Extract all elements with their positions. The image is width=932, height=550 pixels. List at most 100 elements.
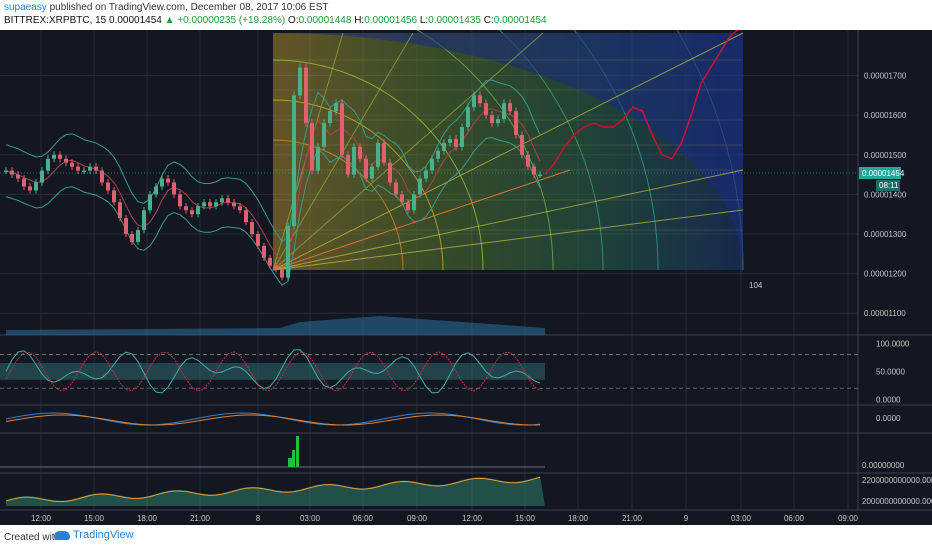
macd-signal [5,414,541,426]
chart-header: supaeasy published on TradingView.com, D… [0,0,932,30]
time-scale-bg [0,511,932,525]
candle-2 [16,174,20,179]
candle-42 [256,233,260,246]
candle-24 [148,194,152,211]
ohlc-line: BITTREX:XRPBTC, 15 0.00001454 ▲ +0.00000… [4,15,547,26]
candle-73 [442,142,446,151]
candle-1 [10,170,14,175]
candle-60 [364,158,368,179]
fib-gann-drawing[interactable]: 104 [272,30,763,290]
candle-85 [514,111,518,135]
candle-53 [322,123,326,147]
candle-57 [346,154,350,175]
countdown-label: 08:11 [879,181,899,190]
osc-tick-0: 100.0000 [876,339,910,348]
price-scale[interactable]: 0.00001700 0.00001600 0.00001500 0.00001400… [859,72,932,506]
candle-63 [382,142,386,163]
candle-89 [538,174,542,177]
candle-46 [280,269,284,278]
candle-8 [52,154,56,159]
candle-0 [4,170,8,173]
price-panel[interactable] [0,30,858,335]
candle-65 [394,182,398,195]
candle-80 [484,103,488,116]
candle-10 [64,158,68,163]
candle-67 [406,202,410,211]
time-tick-5: 03:00 [300,514,321,523]
candle-18 [112,190,116,203]
time-tick-4: 8 [256,514,261,523]
osc-line [5,349,541,394]
candle-38 [232,202,236,207]
low-label: L: [419,15,429,26]
candle-31 [190,210,194,215]
close-label: C: [483,15,494,26]
time-tick-9: 15:00 [515,514,536,523]
candle-61 [370,166,374,179]
fib-arc-3 [416,30,554,271]
time-tick-8: 12:00 [462,514,483,523]
candle-23 [142,210,146,231]
candle-43 [262,245,266,258]
fib-arc-5 [573,30,659,271]
price-tick-4: 0.00001300 [864,230,907,239]
bollinger-upper [5,79,541,243]
symbol-label: BITTREX:XRPBTC, 15 [4,15,107,26]
osc-tick-1: 50.0000 [876,367,905,376]
candle-36 [220,198,224,203]
time-tick-14: 06:00 [784,514,805,523]
time-tick-11: 21:00 [622,514,643,523]
tradingview-logo[interactable]: TradingView [54,529,134,541]
time-tick-0: 12:00 [31,514,52,523]
candle-22 [136,230,140,242]
candle-44 [268,257,272,266]
forecast-line [544,30,739,176]
candle-37 [226,198,230,203]
candle-27 [166,178,170,183]
candle-79 [478,95,482,104]
brand-label: TradingView [73,529,134,541]
high-value: 0.00001456 [364,15,418,26]
candle-13 [82,170,86,173]
candle-52 [316,146,320,171]
candle-88 [532,166,536,175]
candle-19 [118,202,122,219]
low-value: 0.00001435 [428,15,481,26]
candle-47 [286,226,290,278]
price-tick-1: 0.00001600 [864,111,907,120]
chart-area[interactable]: 104 0.00001700 0.00001600 0.00001500 0.0000… [0,30,932,525]
last-price-tag-label: 0.00001454 [862,169,905,178]
price-tick-3: 0.00001400 [864,190,907,199]
chart-canvas[interactable]: 104 0.000017000.000016000.000015000.0000… [0,30,932,525]
candle-35 [214,202,218,207]
fib-label: 104 [749,281,763,290]
candle-30 [184,206,188,211]
candle-28 [172,182,176,195]
macd-panel [5,412,541,426]
time-tick-15: 09:00 [838,514,859,523]
oscillator-panel [0,349,858,394]
time-tick-6: 06:00 [353,514,374,523]
osc-tick-2: 0.0000 [876,395,901,404]
cloud-icon [54,530,70,540]
open-value: 0.00001448 [298,15,352,26]
candle-20 [124,218,128,234]
accum-line [5,476,541,503]
candle-5 [34,182,38,191]
price-tick-6: 0.00001100 [864,309,906,318]
time-tick-12: 9 [684,514,689,523]
price-tick-2: 0.00001500 [864,151,907,160]
candle-16 [100,170,104,183]
author-link[interactable]: supaeasy [4,2,47,13]
candle-50 [304,67,308,124]
candle-3 [22,178,26,187]
candle-68 [412,194,416,211]
candle-15 [94,166,98,171]
candle-17 [106,182,110,191]
fib-arc-1 [272,99,444,271]
publish-line: supaeasy published on TradingView.com, D… [4,2,328,13]
candle-32 [196,206,200,215]
vdelta-tick-0: 0.00000000 [862,461,905,470]
candle-77 [466,107,470,128]
time-scale[interactable]: 12:00 15:00 18:00 21:00 8 03:00 06:00 09:00 12:0… [0,511,932,525]
